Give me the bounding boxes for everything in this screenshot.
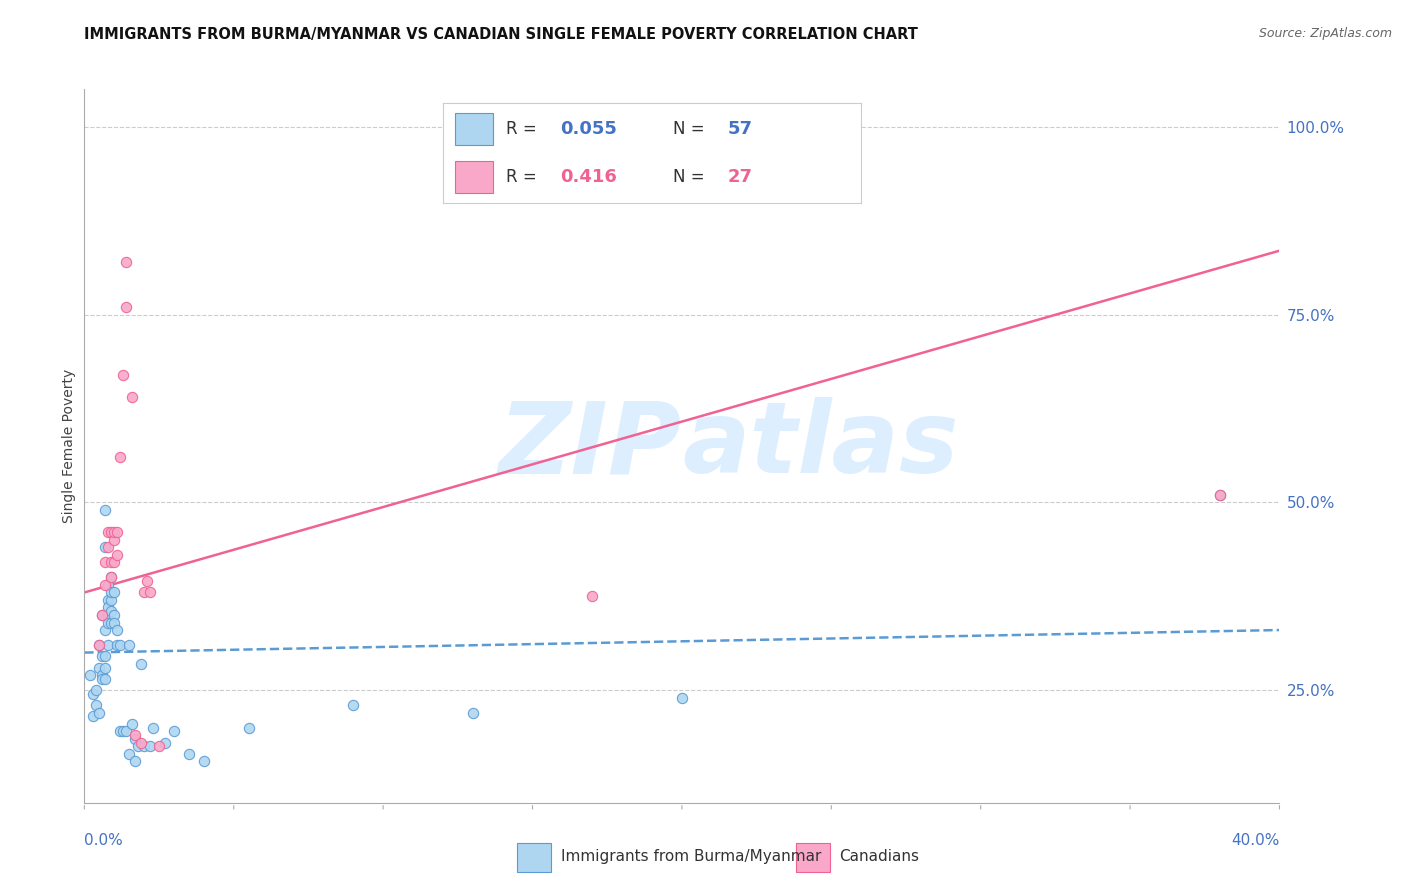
Point — [142, 721, 165, 735]
Point — [129, 736, 152, 750]
Point — [115, 300, 138, 314]
Text: 40.0%: 40.0% — [1232, 833, 1279, 848]
Point — [97, 615, 120, 630]
Point — [91, 649, 114, 664]
Point — [132, 739, 156, 754]
Point — [94, 623, 117, 637]
Point — [89, 638, 111, 652]
Point — [94, 672, 117, 686]
Point — [89, 638, 111, 652]
Text: ZIP: ZIP — [499, 398, 682, 494]
Point — [100, 570, 122, 584]
Point — [177, 747, 200, 761]
Point — [97, 607, 120, 622]
Point — [97, 525, 120, 540]
Point — [89, 660, 111, 674]
Point — [100, 615, 122, 630]
Point — [97, 593, 120, 607]
Point — [105, 548, 128, 562]
Point — [94, 503, 117, 517]
Point — [121, 717, 143, 731]
Point — [94, 578, 117, 592]
Point — [115, 724, 138, 739]
Point — [127, 739, 149, 754]
Point — [581, 589, 603, 603]
Point — [238, 721, 260, 735]
Point — [103, 525, 125, 540]
Point — [103, 533, 125, 547]
Point — [110, 724, 132, 739]
Point — [129, 657, 152, 671]
Point — [193, 755, 215, 769]
FancyBboxPatch shape — [796, 843, 830, 872]
Point — [89, 706, 111, 720]
Point — [94, 541, 117, 555]
Point — [82, 709, 104, 723]
Point — [105, 638, 128, 652]
Point — [86, 698, 108, 713]
Point — [105, 525, 128, 540]
Point — [100, 570, 122, 584]
Point — [97, 600, 120, 615]
Point — [342, 698, 364, 713]
Point — [94, 556, 117, 570]
Point — [110, 450, 132, 465]
FancyBboxPatch shape — [517, 843, 551, 872]
Point — [118, 638, 141, 652]
Point — [91, 607, 114, 622]
Point — [91, 672, 114, 686]
Point — [118, 747, 141, 761]
Point — [136, 574, 159, 589]
Point — [124, 755, 146, 769]
Point — [105, 623, 128, 637]
Point — [103, 585, 125, 599]
Point — [79, 668, 101, 682]
Text: IMMIGRANTS FROM BURMA/MYANMAR VS CANADIAN SINGLE FEMALE POVERTY CORRELATION CHAR: IMMIGRANTS FROM BURMA/MYANMAR VS CANADIA… — [84, 27, 918, 42]
Point — [163, 724, 186, 739]
Point — [121, 390, 143, 404]
Point — [124, 731, 146, 746]
Point — [91, 607, 114, 622]
Y-axis label: Single Female Poverty: Single Female Poverty — [62, 369, 76, 523]
Point — [100, 593, 122, 607]
Text: Canadians: Canadians — [839, 849, 920, 863]
Point — [100, 585, 122, 599]
Point — [97, 541, 120, 555]
Point — [100, 604, 122, 618]
Point — [94, 649, 117, 664]
Point — [100, 525, 122, 540]
Point — [1208, 488, 1232, 502]
Point — [671, 690, 693, 705]
Text: Source: ZipAtlas.com: Source: ZipAtlas.com — [1258, 27, 1392, 40]
Text: 0.0%: 0.0% — [84, 833, 124, 848]
Point — [86, 683, 108, 698]
Point — [153, 736, 176, 750]
Point — [139, 585, 162, 599]
Point — [124, 728, 146, 742]
Text: atlas: atlas — [682, 398, 959, 494]
Point — [100, 556, 122, 570]
Point — [94, 660, 117, 674]
Point — [1208, 488, 1232, 502]
Point — [91, 668, 114, 682]
Point — [97, 578, 120, 592]
Point — [103, 556, 125, 570]
Point — [139, 739, 162, 754]
Point — [112, 724, 135, 739]
Point — [132, 585, 156, 599]
Point — [148, 739, 170, 754]
Point — [110, 638, 132, 652]
Point — [103, 607, 125, 622]
Point — [112, 368, 135, 382]
Point — [103, 615, 125, 630]
Point — [82, 687, 104, 701]
Point — [115, 255, 138, 269]
Point — [97, 638, 120, 652]
Point — [461, 706, 484, 720]
Text: Immigrants from Burma/Myanmar: Immigrants from Burma/Myanmar — [561, 849, 821, 863]
